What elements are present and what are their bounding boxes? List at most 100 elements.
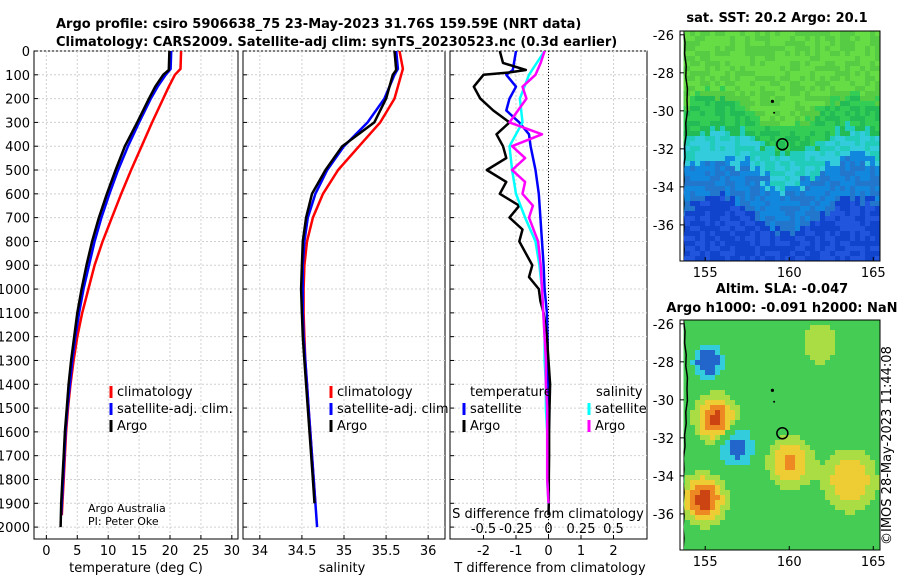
map-cell (860, 221, 866, 227)
map-cell (795, 186, 801, 192)
map-cell (710, 475, 716, 481)
map-cell (800, 96, 806, 102)
map-cell (760, 246, 766, 252)
map-cell (745, 126, 751, 132)
map-cell (715, 345, 721, 351)
map-cell (870, 236, 876, 242)
map-cell (770, 201, 776, 207)
map-cell (865, 520, 871, 526)
y-tick-label: -34 (653, 470, 674, 485)
map-cell (740, 186, 746, 192)
map-cell (705, 176, 711, 182)
map-cell (710, 181, 716, 187)
map-cell (775, 335, 781, 341)
map-cell (825, 500, 831, 506)
map-cell (875, 216, 881, 222)
map-cell (685, 360, 691, 366)
map-cell (855, 420, 861, 426)
map-cell (735, 355, 741, 361)
map-cell (780, 151, 786, 157)
map-cell (830, 480, 836, 486)
map-cell (815, 101, 821, 107)
map-cell (845, 520, 851, 526)
map-cell (875, 320, 881, 326)
map-cell (775, 121, 781, 127)
map-cell (815, 340, 821, 346)
map-cell (705, 360, 711, 366)
map-cell (735, 101, 741, 107)
map-cell (745, 131, 751, 137)
map-cell (840, 106, 846, 112)
map-cell (745, 211, 751, 217)
map-cell (805, 395, 811, 401)
map-cell (840, 236, 846, 242)
map-cell (875, 400, 881, 406)
map-cell (805, 171, 811, 177)
map-cell (830, 395, 836, 401)
map-cell (745, 515, 751, 521)
map-cell (860, 465, 866, 471)
map-cell (870, 510, 876, 516)
map-cell (765, 480, 771, 486)
map-cell (720, 430, 726, 436)
map-cell (815, 141, 821, 147)
map-cell (690, 375, 696, 381)
map-cell (855, 345, 861, 351)
map-cell (690, 460, 696, 466)
map-cell (730, 490, 736, 496)
map-cell (795, 226, 801, 232)
map-cell (865, 385, 871, 391)
map-cell (835, 335, 841, 341)
map-cell (860, 410, 866, 416)
map-cell (775, 510, 781, 516)
map-cell (785, 51, 791, 57)
map-cell (870, 156, 876, 162)
map-cell (700, 390, 706, 396)
map-cell (785, 136, 791, 142)
map-cell (790, 56, 796, 62)
map-cell (800, 360, 806, 366)
map-cell (730, 370, 736, 376)
map-cell (685, 236, 691, 242)
map-cell (770, 206, 776, 212)
map-cell (800, 345, 806, 351)
map-cell (795, 490, 801, 496)
map-cell (820, 246, 826, 252)
map-cell (800, 241, 806, 247)
map-cell (770, 320, 776, 326)
map-cell (730, 485, 736, 491)
map-cell (760, 191, 766, 197)
map-cell (840, 400, 846, 406)
x-tick-label: 34 (252, 544, 269, 559)
map-cell (865, 375, 871, 381)
map-cell (710, 370, 716, 376)
map-cell (825, 465, 831, 471)
map-cell (855, 360, 861, 366)
map-cell (760, 400, 766, 406)
map-cell (785, 71, 791, 77)
map-cell (715, 520, 721, 526)
map-cell (835, 131, 841, 137)
map-cell (710, 51, 716, 57)
map-cell (825, 475, 831, 481)
map-cell (695, 335, 701, 341)
map-cell (875, 340, 881, 346)
map-cell (785, 156, 791, 162)
map-cell (845, 141, 851, 147)
map-cell (860, 360, 866, 366)
map-cell (755, 365, 761, 371)
map-cell (740, 216, 746, 222)
map-cell (775, 191, 781, 197)
map-cell (855, 350, 861, 356)
map-cell (710, 480, 716, 486)
map-cell (705, 425, 711, 431)
map-cell (825, 246, 831, 252)
map-cell (750, 355, 756, 361)
x-tick-label: 30 (224, 544, 241, 559)
map-cell (745, 415, 751, 421)
map-cell (780, 515, 786, 521)
map-cell (750, 91, 756, 97)
map-cell (860, 375, 866, 381)
map-cell (740, 390, 746, 396)
map-cell (695, 66, 701, 72)
